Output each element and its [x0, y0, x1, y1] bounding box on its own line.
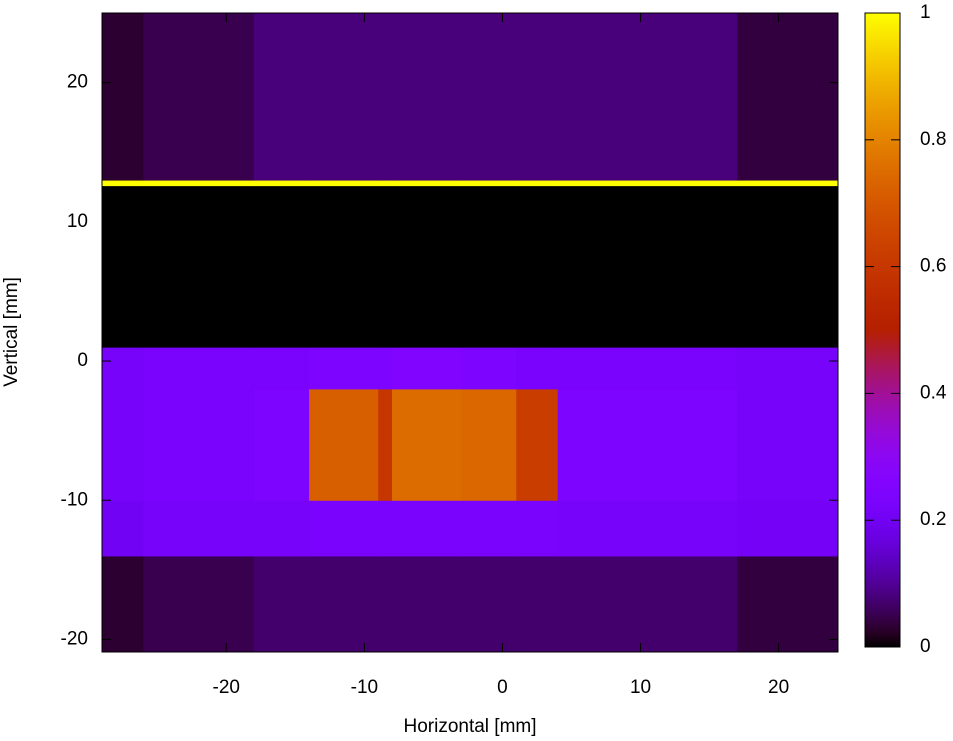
heat-cell [378, 500, 393, 557]
heat-cell [461, 185, 517, 348]
heat-cell [378, 388, 393, 501]
y-axis-label: Vertical [mm] [1, 277, 22, 387]
heat-cell [557, 180, 738, 187]
heat-cell [143, 347, 255, 390]
heat-cell [516, 500, 559, 557]
colorbar-tick-label: 0.8 [920, 129, 946, 150]
y-tick-label: -10 [61, 489, 88, 510]
heat-cell [557, 555, 738, 653]
heat-cell [737, 13, 839, 181]
heat-cell [309, 347, 379, 390]
x-tick-label: -10 [351, 677, 378, 698]
heat-cell [737, 555, 839, 653]
x-tick-label: 0 [497, 677, 508, 698]
y-tick-label: 10 [67, 211, 88, 232]
heat-cell [737, 347, 839, 390]
colorbar [864, 12, 901, 648]
heat-cell [309, 185, 379, 348]
x-tick-label: 20 [768, 677, 789, 698]
heat-cell [253, 347, 310, 390]
heat-cell [102, 388, 144, 501]
colorbar-tick-label: 0.6 [920, 256, 946, 277]
heat-cell [143, 388, 255, 501]
heat-cell [557, 500, 738, 557]
heat-cell [737, 388, 839, 501]
heat-cell [143, 555, 255, 653]
x-axis-label: Horizontal [mm] [403, 716, 536, 737]
heat-cell [557, 13, 738, 181]
heat-cell [391, 388, 462, 501]
heat-cell [391, 500, 462, 557]
heat-cell [557, 347, 738, 390]
heat-cell [461, 500, 517, 557]
heat-cell [309, 555, 379, 653]
heat-cell [102, 347, 144, 390]
heat-cell [378, 13, 393, 181]
x-tick-label: 10 [630, 677, 651, 698]
heat-cell [102, 555, 144, 653]
heat-cell [102, 185, 144, 348]
heat-cell [378, 185, 393, 348]
heat-cell [461, 13, 517, 181]
heat-cell [461, 180, 517, 187]
heat-cell [143, 500, 255, 557]
heat-cell [391, 180, 462, 187]
heat-cell [309, 500, 379, 557]
plot-frame [101, 12, 839, 653]
heat-cell [253, 555, 310, 653]
heat-cell [143, 180, 255, 187]
heat-cell [391, 555, 462, 653]
heat-cell [516, 185, 559, 348]
heat-cell [391, 347, 462, 390]
heat-cell [391, 185, 462, 348]
x-tick-label: -20 [213, 677, 240, 698]
heat-cell [102, 500, 144, 557]
heat-cell [253, 500, 310, 557]
colorbar-tick-label: 1 [920, 2, 931, 23]
heat-cell [143, 13, 255, 181]
heat-cell [253, 388, 310, 501]
heat-cell [378, 180, 393, 187]
heat-cell [461, 347, 517, 390]
heat-cell [309, 388, 379, 501]
y-tick-label: 0 [77, 350, 88, 371]
heat-cell [516, 13, 559, 181]
heat-cell [557, 185, 738, 348]
heat-cell [516, 555, 559, 653]
heat-cell [253, 185, 310, 348]
heat-cell [461, 388, 517, 501]
colorbar-tick-label: 0.4 [920, 382, 947, 403]
y-tick-label: 20 [67, 72, 88, 93]
heat-cell [516, 347, 559, 390]
heat-cell [391, 13, 462, 181]
heat-cell [516, 180, 559, 187]
heat-cell [737, 185, 839, 348]
heat-cell [737, 180, 839, 187]
heat-cell [309, 180, 379, 187]
heat-cell [737, 500, 839, 557]
colorbar-tick-label: 0 [920, 636, 931, 657]
heat-cell [557, 388, 738, 501]
heat-cell [516, 388, 559, 501]
heat-cell [143, 185, 255, 348]
heat-cell [253, 13, 310, 181]
y-tick-label: -20 [61, 628, 88, 649]
heat-cell [461, 555, 517, 653]
heat-cell [102, 13, 144, 181]
heat-cell [378, 347, 393, 390]
heat-cell [309, 13, 379, 181]
heat-cell [102, 180, 144, 187]
colorbar-tick-label: 0.2 [920, 509, 946, 530]
heat-cell [253, 180, 310, 187]
heat-cell [378, 555, 393, 653]
